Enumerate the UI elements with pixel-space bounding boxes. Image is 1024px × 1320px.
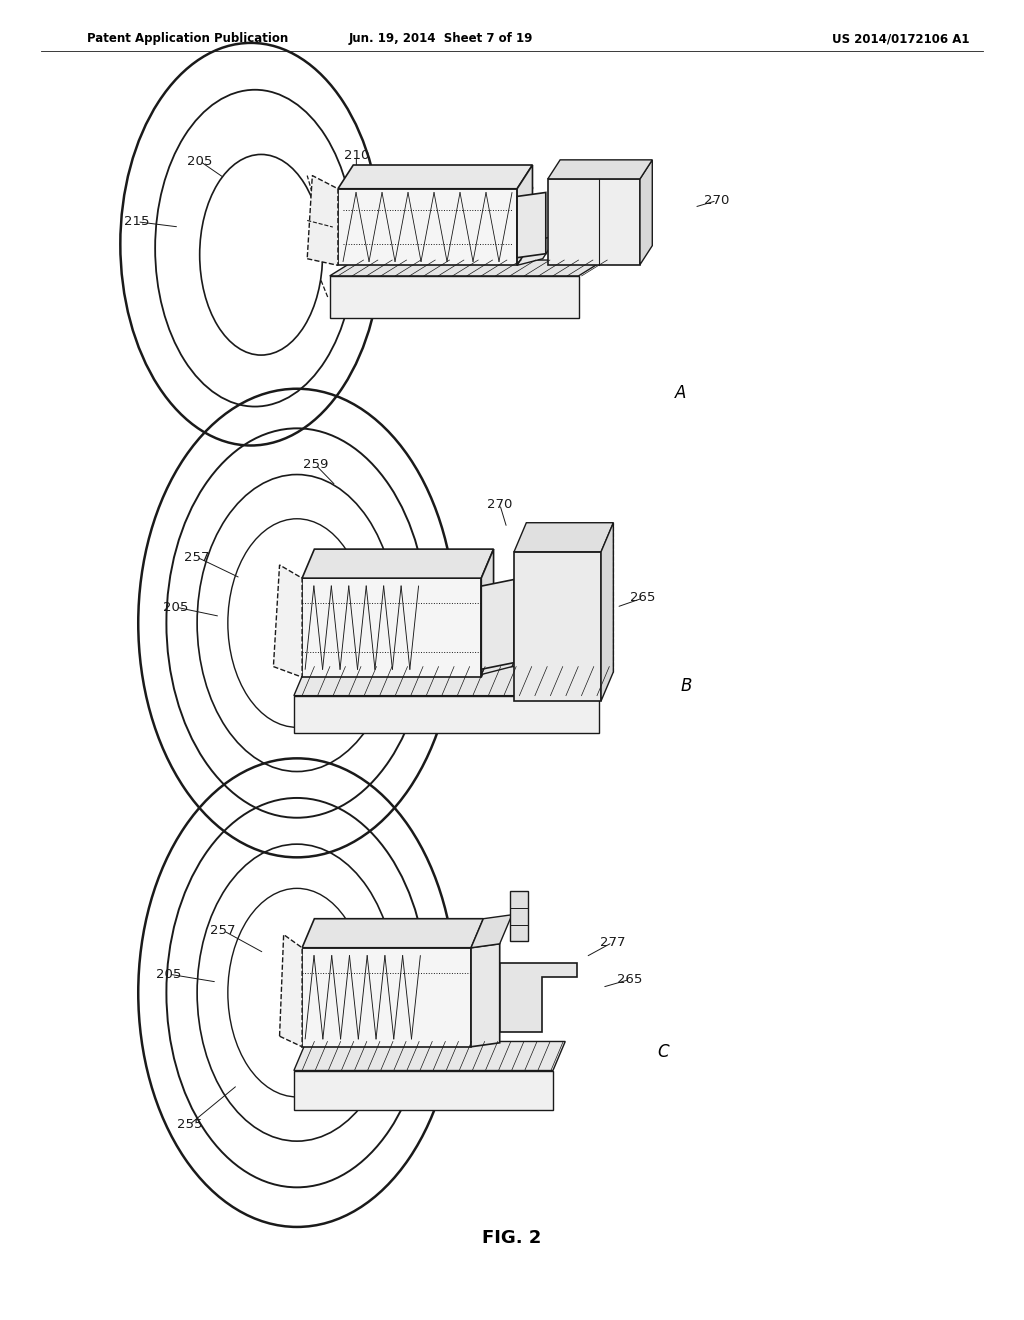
Text: 205: 205 [157, 968, 181, 981]
Polygon shape [481, 549, 494, 677]
Text: FIG. 2: FIG. 2 [482, 1229, 542, 1247]
Text: 210: 210 [344, 149, 369, 162]
Text: 205: 205 [164, 601, 188, 614]
Polygon shape [302, 549, 494, 578]
Bar [302, 948, 471, 1047]
Bar [294, 1071, 553, 1110]
Bar [510, 891, 528, 941]
Text: 270: 270 [705, 194, 729, 207]
Polygon shape [273, 565, 302, 677]
Text: B: B [680, 677, 692, 696]
Text: 257: 257 [184, 550, 209, 564]
Polygon shape [640, 160, 652, 264]
Polygon shape [517, 165, 532, 265]
Polygon shape [481, 638, 524, 675]
Text: 255: 255 [372, 581, 396, 594]
Text: Patent Application Publication: Patent Application Publication [87, 33, 289, 45]
Polygon shape [294, 667, 611, 696]
Text: 210: 210 [451, 933, 475, 946]
Text: 255: 255 [177, 1118, 202, 1131]
Bar [514, 552, 601, 701]
Text: 256: 256 [566, 181, 591, 194]
Bar [338, 189, 517, 265]
Polygon shape [514, 523, 613, 552]
Polygon shape [294, 1041, 565, 1071]
Polygon shape [471, 915, 512, 948]
Polygon shape [548, 160, 652, 178]
Polygon shape [517, 193, 546, 257]
Text: 265: 265 [617, 973, 642, 986]
Text: Jun. 19, 2014  Sheet 7 of 19: Jun. 19, 2014 Sheet 7 of 19 [348, 33, 532, 45]
Text: 270: 270 [487, 498, 512, 511]
Polygon shape [601, 523, 613, 701]
Text: 275: 275 [440, 1073, 465, 1086]
Text: C: C [657, 1043, 670, 1061]
Text: 265: 265 [631, 591, 655, 605]
Text: 256: 256 [408, 568, 432, 581]
Polygon shape [481, 579, 514, 669]
Text: 257: 257 [211, 924, 236, 937]
Text: 259: 259 [303, 458, 328, 471]
Polygon shape [517, 235, 558, 265]
Text: 257: 257 [428, 176, 453, 189]
Text: 265: 265 [617, 189, 642, 202]
Text: 259: 259 [365, 1082, 389, 1096]
Polygon shape [330, 260, 604, 276]
Polygon shape [500, 962, 577, 1032]
Text: 215: 215 [125, 215, 150, 228]
Text: 255: 255 [510, 181, 535, 194]
Bar [548, 178, 640, 264]
Text: A: A [675, 384, 687, 403]
Bar [294, 696, 599, 733]
Polygon shape [338, 165, 532, 189]
Polygon shape [302, 919, 483, 948]
Bar [302, 578, 481, 677]
Text: 260: 260 [288, 261, 312, 275]
Polygon shape [280, 935, 302, 1047]
Text: 210: 210 [446, 568, 471, 581]
Text: US 2014/0172106 A1: US 2014/0172106 A1 [833, 33, 970, 45]
Ellipse shape [200, 154, 323, 355]
Text: 277: 277 [600, 936, 625, 949]
Bar [330, 276, 579, 318]
Text: 259: 259 [395, 267, 420, 280]
Text: 205: 205 [187, 154, 212, 168]
Polygon shape [471, 944, 500, 1047]
Text: 256: 256 [397, 931, 422, 944]
Polygon shape [307, 176, 338, 265]
